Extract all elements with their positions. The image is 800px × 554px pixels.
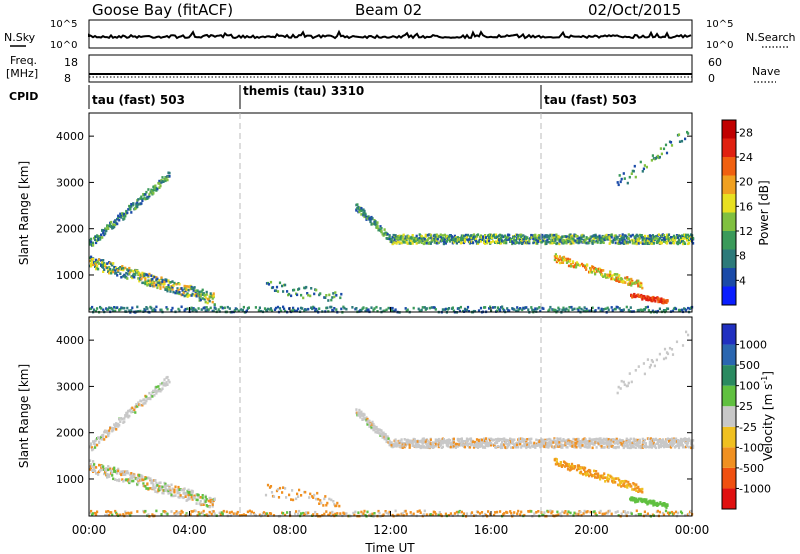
colorbar-tick-label: 12 [739, 225, 753, 238]
nsky-label: N.Sky [4, 31, 36, 44]
x-tick-label: 00:00 [675, 523, 710, 537]
y-tick-label: 4000 [56, 334, 84, 347]
colorbar-tick-label: -1000 [739, 482, 771, 495]
colorbar-swatch [722, 385, 736, 407]
power-panel: Slant Range [km] 1000 2000 3000 4000 4 8 12 16… [17, 112, 771, 314]
colorbar-swatch [722, 194, 736, 213]
colorbar-frame [721, 119, 737, 306]
colorbar-swatch [722, 231, 736, 250]
nave-tick-low: 0 [708, 72, 715, 85]
colorbar-swatch [722, 426, 736, 448]
x-tick-label: 12:00 [373, 523, 408, 537]
colorbar-tick-label: 20 [739, 176, 753, 189]
colorbar-tick-label: 500 [739, 359, 760, 372]
colorbar-swatch [722, 212, 736, 231]
colorbar-swatch [722, 157, 736, 176]
x-tick-label: 04:00 [172, 523, 207, 537]
noise-tick-right-low: 10^0 [706, 40, 733, 51]
y-tick-label: 1000 [56, 473, 84, 486]
freq-label-line2: [MHz] [6, 67, 38, 80]
velocity-ylabel: Slant Range [km] [17, 364, 31, 468]
y-tick-label: 3000 [56, 380, 84, 393]
colorbar-swatch [722, 365, 736, 386]
colorbar-frame [721, 323, 737, 510]
power-ylabel: Slant Range [km] [17, 161, 31, 265]
freq-label-line1: Freq. [10, 54, 37, 67]
colorbar-tick-label: 8 [739, 250, 746, 263]
freq-tick-low: 8 [64, 72, 71, 85]
power-y-ticks: 1000 2000 3000 4000 [56, 130, 692, 282]
colorbar-swatch [722, 406, 736, 427]
velocity-colorbar: 1000 500 100 25 -25 -100 -500 -1000 [721, 323, 771, 510]
velocity-heatmap-cells [89, 330, 695, 518]
colorbar-tick-label: 4 [739, 274, 746, 287]
noise-panel: N.Sky 10^5 10^0 10^5 10^0 N.Search [4, 19, 796, 51]
colorbar-swatch [722, 447, 736, 468]
x-tick-label: 20:00 [574, 523, 609, 537]
velocity-colorbar-label: Velocity [m s-1] [760, 371, 775, 461]
power-heatmap-cells [89, 130, 695, 314]
colorbar-swatch [722, 467, 736, 489]
colorbar-swatch [722, 268, 736, 287]
colorbar-tick-label: -100 [739, 441, 764, 454]
cpid-label: CPID [9, 90, 38, 103]
power-colorbar: 4 8 12 16 20 24 28 [721, 119, 753, 306]
y-tick-label: 2000 [56, 427, 84, 440]
station-title: Goose Bay (fitACF) [92, 1, 233, 19]
colorbar-tick-label: 100 [739, 380, 760, 393]
x-tick-label: 16:00 [474, 523, 509, 537]
colorbar-tick-label: 24 [739, 151, 753, 164]
y-tick-label: 1000 [56, 269, 84, 282]
nsearch-label: N.Search [746, 31, 796, 44]
colorbar-swatch [722, 120, 736, 139]
nave-label: Nave [752, 65, 780, 78]
velocity-y-ticks: 1000 2000 3000 4000 [56, 334, 692, 486]
power-colorbar-label: Power [dB] [757, 180, 771, 245]
nave-tick-high: 60 [708, 56, 722, 69]
colorbar-swatch [722, 286, 736, 305]
colorbar-tick-label: -25 [739, 421, 757, 434]
colorbar-swatch [722, 249, 736, 268]
y-tick-label: 4000 [56, 130, 84, 143]
beam-title: Beam 02 [355, 1, 422, 19]
time-x-ticks: 00:00 04:00 08:00 12:00 16:00 20:00 00:00 [72, 307, 710, 537]
x-tick-label: 08:00 [273, 523, 308, 537]
x-tick-label: 00:00 [72, 523, 107, 537]
colorbar-tick-label: 28 [739, 126, 753, 139]
cpid-segment-1: tau (fast) 503 [92, 93, 185, 107]
colorbar-tick-label: 25 [739, 400, 753, 413]
colorbar-swatch [722, 488, 736, 509]
noise-sky-line [88, 29, 692, 40]
colorbar-swatch [722, 324, 736, 345]
colorbar-swatch [722, 344, 736, 366]
colorbar-tick-label: -500 [739, 462, 764, 475]
colorbar-swatch [722, 138, 736, 157]
freq-tick-high: 18 [64, 56, 78, 69]
freq-panel: Freq. [MHz] 18 8 60 0 Nave [6, 54, 780, 85]
colorbar-tick-label: 1000 [739, 339, 767, 352]
velocity-panel: Slant Range [km] 1000 2000 3000 4000 1000 50… [17, 307, 775, 554]
noise-tick-right-high: 10^5 [706, 19, 733, 30]
cpid-panel: CPID tau (fast) 503 themis (tau) 3310 ta… [9, 84, 637, 109]
noise-tick-left-high: 10^5 [50, 19, 77, 30]
noise-tick-left-low: 10^0 [50, 40, 77, 51]
cpid-segment-3: tau (fast) 503 [544, 93, 637, 107]
date-title: 02/Oct/2015 [588, 1, 681, 19]
time-xlabel: Time UT [364, 541, 415, 554]
y-tick-label: 2000 [56, 223, 84, 236]
colorbar-tick-label: 16 [739, 200, 753, 213]
y-tick-label: 3000 [56, 176, 84, 189]
colorbar-swatch [722, 175, 736, 194]
cpid-segment-2: themis (tau) 3310 [243, 84, 364, 98]
